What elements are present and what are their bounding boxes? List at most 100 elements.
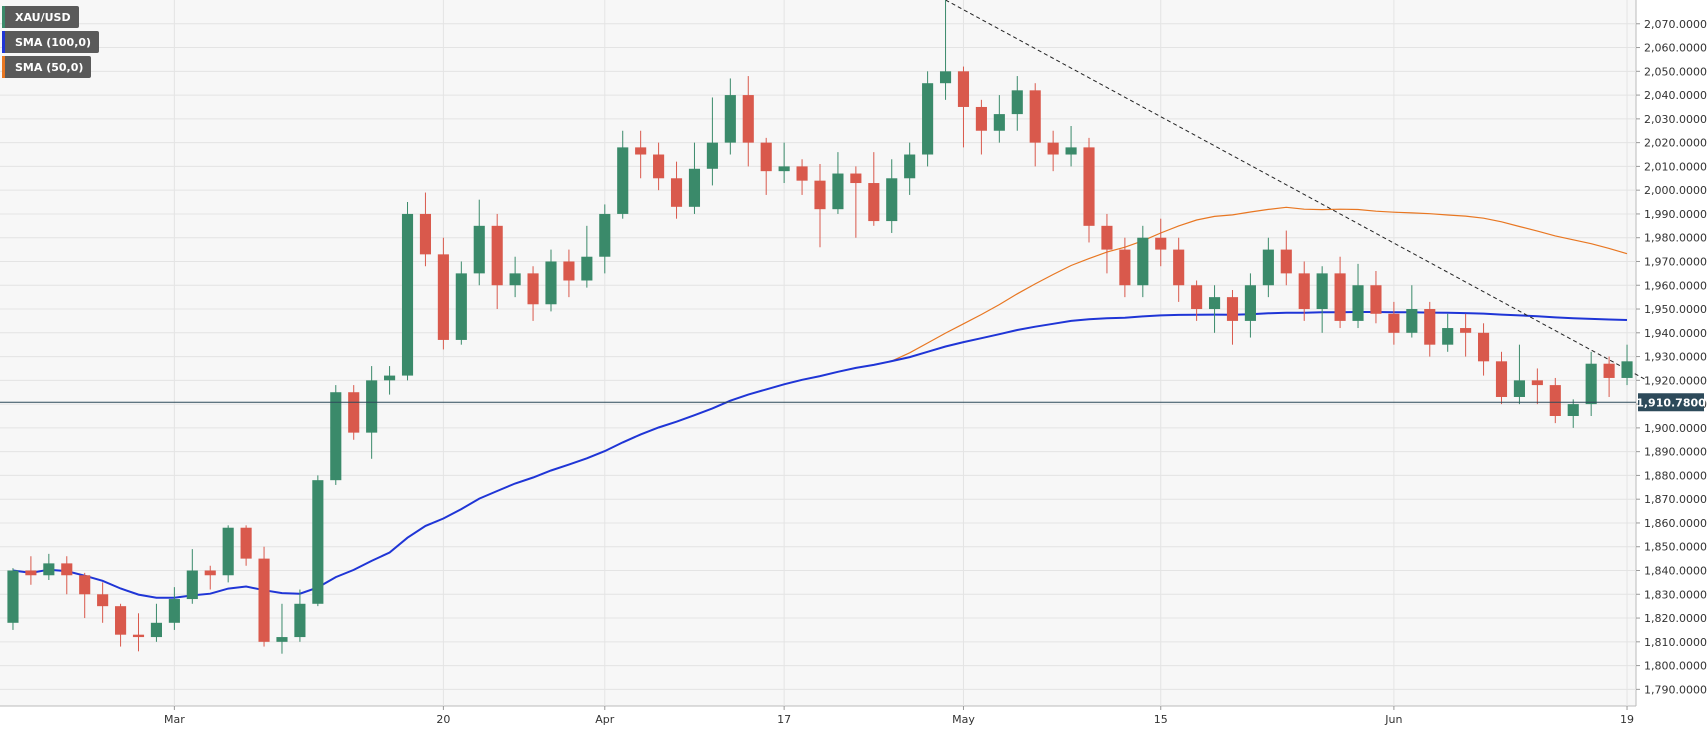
y-tick-label: 1,870.0000	[1644, 493, 1707, 506]
candle-body	[276, 637, 288, 642]
legend-symbol[interactable]: XAU/USD	[2, 6, 79, 31]
y-tick-label: 2,050.0000	[1644, 65, 1707, 78]
candle-body	[1531, 380, 1543, 386]
x-tick-label: Mar	[164, 713, 185, 726]
y-tick-label: 1,880.0000	[1644, 469, 1707, 482]
candle-body	[1101, 225, 1113, 250]
y-tick-label: 2,030.0000	[1644, 113, 1707, 126]
candle-body	[25, 570, 37, 576]
candles	[7, 0, 1633, 654]
candle-body	[653, 154, 665, 179]
y-tick-label: 1,980.0000	[1644, 232, 1707, 245]
candle-body	[1244, 285, 1256, 321]
candle-body	[1155, 237, 1167, 250]
y-axis: 1,790.0000 1,800.0000 1,810.0000 1,820.0000…	[1636, 18, 1707, 696]
candle-body	[1316, 273, 1328, 310]
candle-body	[1513, 380, 1525, 397]
candle-body	[1424, 309, 1436, 345]
y-tick-label: 2,000.0000	[1644, 184, 1707, 197]
candle-body	[742, 95, 754, 143]
candle-body	[1478, 332, 1490, 362]
legend-sma100[interactable]: SMA (100,0)	[2, 31, 100, 56]
candle-body	[688, 168, 701, 207]
candle-body	[150, 622, 162, 638]
candle-body	[1549, 385, 1561, 416]
legend-sma50[interactable]: SMA (50,0)	[2, 56, 92, 81]
candle-body	[240, 527, 252, 559]
x-tick-label: 17	[777, 713, 791, 726]
sma100-swatch	[2, 31, 5, 53]
candle-body	[527, 273, 539, 305]
candle-body	[258, 558, 270, 642]
current-price-tag	[1638, 393, 1704, 412]
candle-body	[1585, 363, 1597, 405]
candle-body	[886, 178, 898, 222]
candle-body	[1262, 249, 1274, 286]
current-price-layer: 1,910.7800	[0, 393, 1706, 412]
candle-body	[222, 527, 234, 576]
candle-body	[132, 634, 145, 638]
candle-body	[670, 178, 683, 207]
candle-body	[1047, 142, 1059, 155]
candle-body	[1370, 285, 1382, 314]
x-tick-label: Jun	[1384, 713, 1402, 726]
candle-body	[204, 570, 216, 576]
y-tick-label: 1,790.0000	[1644, 683, 1707, 696]
candle-body	[455, 273, 467, 340]
candle-body	[850, 173, 862, 184]
candle-body	[1603, 363, 1615, 378]
y-tick-label: 1,830.0000	[1644, 588, 1707, 601]
y-tick-label: 1,800.0000	[1644, 660, 1707, 673]
candle-body	[509, 273, 521, 286]
candle-body	[814, 180, 826, 210]
y-tick-label: 1,990.0000	[1644, 208, 1707, 221]
candle-body	[115, 606, 127, 635]
candle-body	[581, 256, 593, 281]
candle-body	[922, 83, 934, 155]
sma100-layer	[12, 311, 1628, 599]
candle-body	[1137, 237, 1149, 286]
candle-body	[760, 142, 772, 172]
x-tick-label: 19	[1620, 713, 1634, 726]
y-axis-panel	[1636, 0, 1707, 732]
legend-symbol-label: XAU/USD	[15, 10, 71, 24]
candle-body	[7, 570, 19, 623]
y-tick-label: 1,930.0000	[1644, 351, 1707, 364]
candle-body	[330, 392, 342, 481]
candle-body	[1119, 249, 1131, 286]
candle-body	[1173, 249, 1185, 286]
candle-body	[1191, 285, 1203, 310]
candle-body	[1621, 361, 1633, 378]
candle-body	[79, 575, 91, 595]
sma50-swatch	[2, 56, 5, 78]
y-tick-label: 1,920.0000	[1644, 374, 1707, 387]
candle-body	[348, 392, 360, 433]
y-tick-label: 2,020.0000	[1644, 137, 1707, 150]
sma100-line	[12, 311, 1628, 599]
candle-body	[366, 380, 378, 433]
x-axis-panel	[0, 706, 1707, 732]
candle-body	[1298, 273, 1310, 310]
candle-body	[1460, 328, 1472, 333]
symbol-swatch	[2, 6, 5, 28]
candle-body	[832, 173, 844, 210]
candle-body	[384, 375, 396, 381]
candle-body	[993, 114, 1005, 131]
candle-body	[1226, 297, 1239, 321]
candle-body	[724, 95, 736, 143]
candle-body	[1406, 309, 1418, 333]
candle-body	[545, 261, 557, 305]
legend-sma50-label: SMA (50,0)	[15, 60, 84, 74]
candle-body	[61, 563, 73, 576]
y-tick-label: 1,820.0000	[1644, 612, 1707, 625]
candle-body	[1065, 147, 1077, 155]
y-tick-label: 1,860.0000	[1644, 517, 1707, 530]
y-tick-label: 2,060.0000	[1644, 42, 1707, 55]
candle-body	[168, 599, 180, 623]
candle-body	[43, 563, 55, 576]
candle-body	[1208, 297, 1221, 310]
candle-body	[635, 147, 647, 155]
